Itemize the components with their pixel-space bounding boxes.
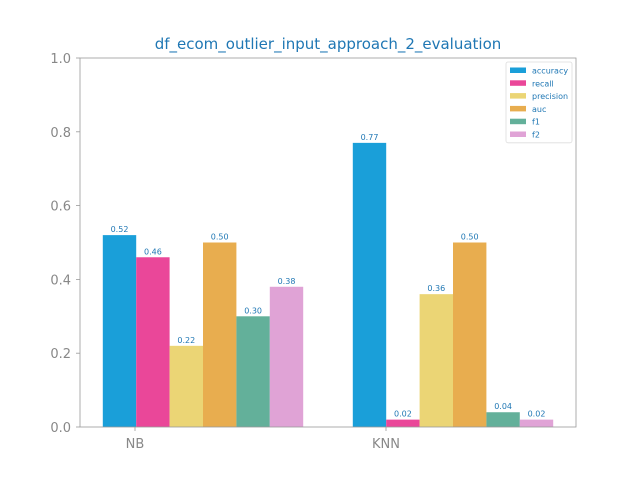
data-label-f2-knn: 0.02: [528, 410, 546, 419]
bar-precision-nb: [169, 345, 203, 427]
data-label-auc-knn: 0.50: [461, 233, 479, 242]
x-tick-label-nb: NB: [126, 437, 145, 452]
legend-label-recall: recall: [532, 79, 554, 88]
y-tick-label: 1.0: [50, 52, 71, 67]
legend-swatch-precision: [510, 93, 526, 99]
chart-title: df_ecom_outlier_input_approach_2_evaluat…: [155, 35, 502, 54]
legend: accuracy recall precision auc f1 f2: [505, 61, 573, 144]
bar-auc-knn: [453, 242, 487, 427]
bar-f1-nb: [236, 316, 270, 427]
bar-recall-knn: [386, 419, 420, 427]
bar-accuracy-nb: [102, 235, 137, 427]
bar-f1-knn: [486, 412, 520, 427]
axes: 0.0 0.2 0.4 0.6 0.8 1.0 NB KNN: [50, 52, 577, 452]
data-label-accuracy-nb: 0.52: [111, 225, 129, 234]
legend-swatch-auc: [510, 105, 526, 112]
data-label-accuracy-knn: 0.77: [361, 133, 379, 142]
x-tick-label-knn: KNN: [372, 437, 400, 452]
legend-label-accuracy: accuracy: [532, 67, 568, 76]
y-tick-label: 0.0: [50, 421, 71, 436]
legend-swatch-f1: [510, 118, 526, 125]
legend-swatch-accuracy: [510, 67, 526, 73]
bar-accuracy-knn: [352, 142, 387, 427]
bar-recall-nb: [136, 257, 170, 427]
data-label-f2-nb: 0.38: [278, 277, 296, 286]
bar-auc-nb: [203, 242, 237, 427]
axes-frame: [79, 57, 577, 428]
plot-area: 0.52 0.77 0.46 0.02 0.22 0.36 0.50 0.50 0.30 0.04…: [102, 133, 554, 427]
legend-label-f1: f1: [532, 118, 540, 127]
data-label-precision-knn: 0.36: [427, 284, 445, 293]
y-tick-label: 0.6: [50, 200, 71, 215]
bar-f2-knn: [519, 419, 554, 427]
data-label-recall-nb: 0.46: [144, 247, 162, 256]
legend-label-f2: f2: [532, 131, 540, 140]
bar-precision-knn: [419, 294, 453, 427]
data-label-f1-nb: 0.30: [244, 306, 262, 315]
y-tick-label: 0.8: [50, 126, 71, 141]
bar-f2-nb: [269, 286, 304, 427]
legend-swatch-f2: [510, 131, 526, 137]
y-tick-label: 0.2: [50, 347, 71, 362]
data-label-recall-knn: 0.02: [394, 410, 412, 419]
data-label-precision-nb: 0.22: [177, 336, 195, 345]
data-label-f1-knn: 0.04: [494, 402, 512, 411]
data-label-auc-nb: 0.50: [211, 233, 229, 242]
legend-label-auc: auc: [532, 105, 546, 114]
y-tick-label: 0.4: [50, 273, 71, 288]
legend-label-precision: precision: [532, 92, 568, 101]
legend-swatch-recall: [510, 80, 526, 86]
